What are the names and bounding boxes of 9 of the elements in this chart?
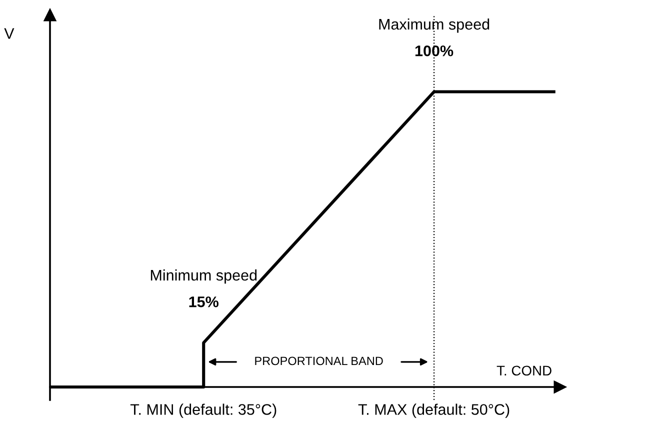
annotation: Minimum speed [150,269,257,284]
x-tick-label: T. MIN (default: 35°C) [130,404,276,418]
data-label: 100% [415,45,454,56]
x-tick-label: T. MAX (default: 50°C) [358,404,510,418]
annotation: Maximum speed [379,18,490,33]
data-label: 15% [189,296,218,308]
y-axis-title: V [4,28,14,39]
annotation: PROPORTIONAL BAND [255,356,383,366]
x-axis-title: T. COND [496,366,552,376]
